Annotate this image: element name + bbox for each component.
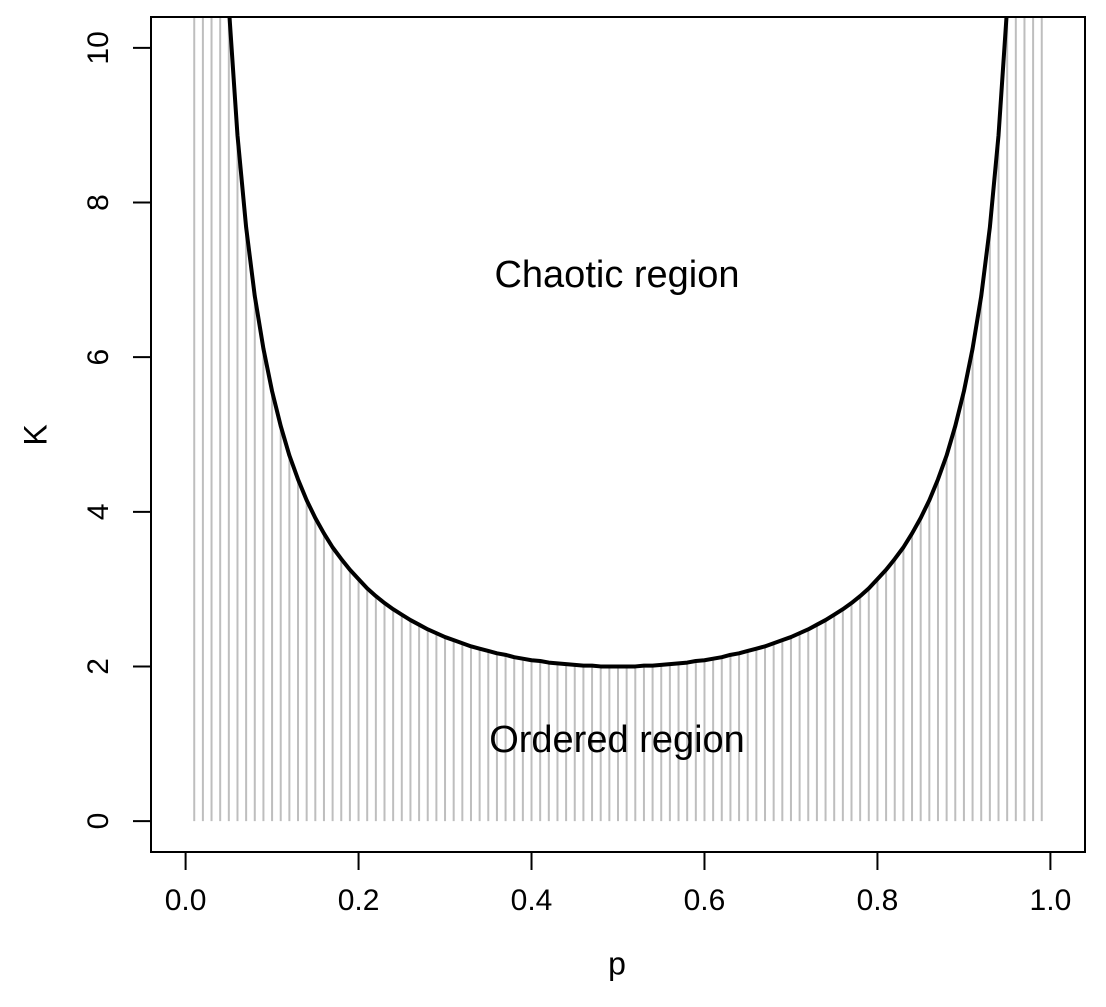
x-tick-label: 0.2 <box>338 884 380 917</box>
x-tick-label: 0.0 <box>165 884 207 917</box>
annotation: Chaotic region <box>494 254 739 296</box>
x-tick-label: 0.8 <box>857 884 899 917</box>
y-axis-label: K <box>17 424 53 445</box>
y-tick-label: 6 <box>82 349 115 366</box>
x-axis-label: p <box>608 945 626 981</box>
y-tick-label: 10 <box>82 31 115 64</box>
curve-group <box>227 17 1009 669</box>
x-tick-label: 0.6 <box>684 884 726 917</box>
y-tick-label: 2 <box>82 658 115 675</box>
annotation: Ordered region <box>489 719 745 761</box>
x-tick-label: 1.0 <box>1030 884 1072 917</box>
y-tick-label: 4 <box>82 503 115 520</box>
shade-group <box>193 17 1043 822</box>
y-tick-label: 8 <box>82 194 115 211</box>
x-tick-label: 0.4 <box>511 884 553 917</box>
curve <box>227 17 1009 669</box>
y-tick-label: 0 <box>82 813 115 830</box>
